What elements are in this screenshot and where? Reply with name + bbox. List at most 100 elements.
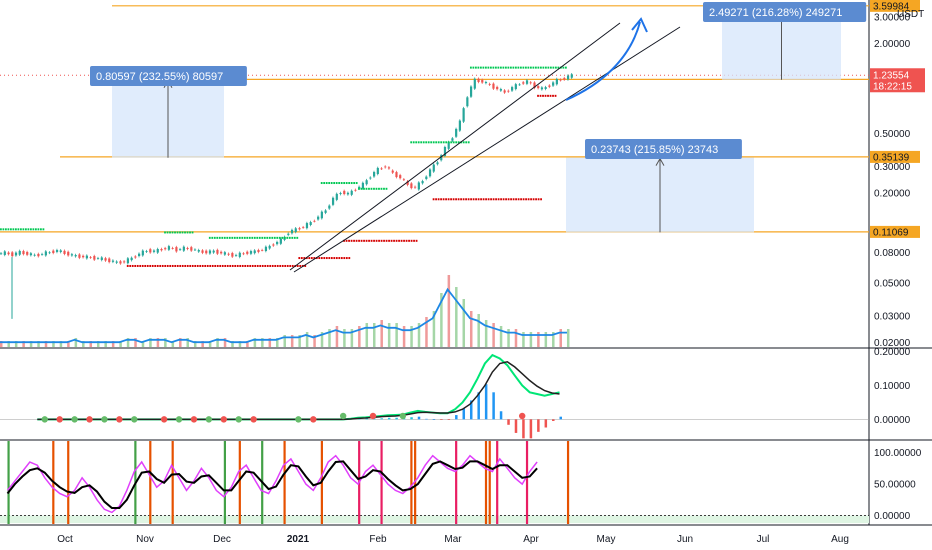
candle-body xyxy=(469,86,473,97)
candle-body xyxy=(373,172,376,177)
support-dot xyxy=(214,264,217,267)
volume-bar xyxy=(522,332,525,347)
current-price-badge xyxy=(870,68,925,93)
resistance-dot xyxy=(17,228,20,231)
support-dot xyxy=(335,257,338,260)
resistance-dot xyxy=(333,182,336,185)
support-dot xyxy=(264,264,267,267)
resistance-dot xyxy=(189,231,191,234)
stoch-signal-bar xyxy=(410,441,413,524)
axes: 3.000002.000001.000000.500000.300000.200… xyxy=(57,0,925,545)
resistance-dot xyxy=(10,228,12,231)
volume-bar xyxy=(305,332,309,347)
candle-body xyxy=(380,168,383,170)
candle-body xyxy=(473,78,476,89)
support-dot xyxy=(390,239,393,242)
macd-histogram-bar xyxy=(522,419,525,439)
resistance-dot xyxy=(348,182,351,185)
resistance-dot xyxy=(514,66,517,69)
resistance-dot xyxy=(532,66,535,69)
candle-body xyxy=(499,89,503,91)
macd-pane xyxy=(0,353,869,439)
volume-bar xyxy=(141,341,145,347)
price-tick-label: 0.30000 xyxy=(874,162,911,173)
volume-bar xyxy=(402,326,406,347)
time-tick-label: Feb xyxy=(369,534,387,545)
support-dot xyxy=(457,198,460,201)
support-dot xyxy=(279,264,282,267)
support-dot xyxy=(171,264,174,267)
volume-bar xyxy=(156,338,160,347)
stoch-signal-bar xyxy=(149,441,152,524)
candle-body xyxy=(358,186,361,189)
resistance-dot xyxy=(527,66,530,69)
candle-body xyxy=(242,253,245,255)
time-tick-label: Jul xyxy=(757,534,770,545)
resistance-dot xyxy=(529,66,532,69)
resistance-dot xyxy=(435,141,438,144)
stoch-rsi-pane xyxy=(0,441,869,524)
support-dot xyxy=(539,94,542,97)
resistance-dot xyxy=(325,182,328,185)
stoch-signal-bar xyxy=(7,441,10,524)
resistance-dot xyxy=(517,66,520,69)
volume-bar xyxy=(14,341,18,347)
volume-bar xyxy=(552,332,555,347)
volume-bar xyxy=(216,338,219,347)
price-tick-label: 0.20000 xyxy=(874,188,911,199)
candle-body xyxy=(525,80,529,84)
support-dot xyxy=(343,257,346,260)
candle-body xyxy=(477,78,480,82)
support-dot xyxy=(159,264,162,267)
support-dot xyxy=(440,198,442,201)
candle-body xyxy=(365,180,368,185)
support-dot xyxy=(219,264,222,267)
level-label: 3.59984 xyxy=(873,1,910,12)
candle-body xyxy=(29,253,33,256)
support-dot xyxy=(544,94,547,97)
macd-histogram-bar xyxy=(447,419,451,420)
stoch-signal-bar xyxy=(488,441,491,524)
macd-cross-dot xyxy=(235,416,242,423)
level-badge xyxy=(870,225,920,238)
support-dot xyxy=(284,264,287,267)
resistance-dot xyxy=(472,66,475,69)
support-dot xyxy=(353,239,355,242)
measure-label-bg xyxy=(703,2,867,22)
stoch-signal-bar xyxy=(380,441,383,524)
macd-histogram-bar xyxy=(537,419,540,432)
macd-cross-dot xyxy=(205,416,213,423)
macd-cross-dot xyxy=(399,412,407,420)
resistance-dot xyxy=(412,141,415,144)
resistance-dot xyxy=(368,187,370,190)
support-dot xyxy=(271,264,274,267)
support-dot xyxy=(330,257,333,260)
resistance-dot xyxy=(291,236,294,239)
macd-cross-dot xyxy=(116,416,123,423)
support-dot xyxy=(462,198,465,201)
candle-body xyxy=(48,252,51,254)
resistance-dot xyxy=(479,66,482,69)
macd-cross-dot xyxy=(86,416,93,423)
macd-histogram-bar xyxy=(477,392,480,420)
resistance-dot xyxy=(547,66,550,69)
volume-bar xyxy=(559,329,562,347)
support-dot xyxy=(136,264,139,267)
candle-body xyxy=(425,176,428,179)
candle-body xyxy=(402,179,406,181)
resistance-dot xyxy=(542,66,545,69)
support-dot xyxy=(146,264,149,267)
candle-body xyxy=(171,248,174,249)
macd-tick-label: 0.00000 xyxy=(874,415,911,426)
candle-body xyxy=(511,87,514,91)
macd-cross-dot xyxy=(190,416,198,423)
macd-cross-dot xyxy=(131,416,138,423)
support-dot xyxy=(134,264,137,267)
support-dot xyxy=(485,198,487,201)
time-tick-label: May xyxy=(597,534,616,545)
support-dot xyxy=(161,264,164,267)
candle-body xyxy=(201,250,204,253)
macd-histogram-bar xyxy=(544,419,548,428)
resistance-dot xyxy=(452,141,455,144)
